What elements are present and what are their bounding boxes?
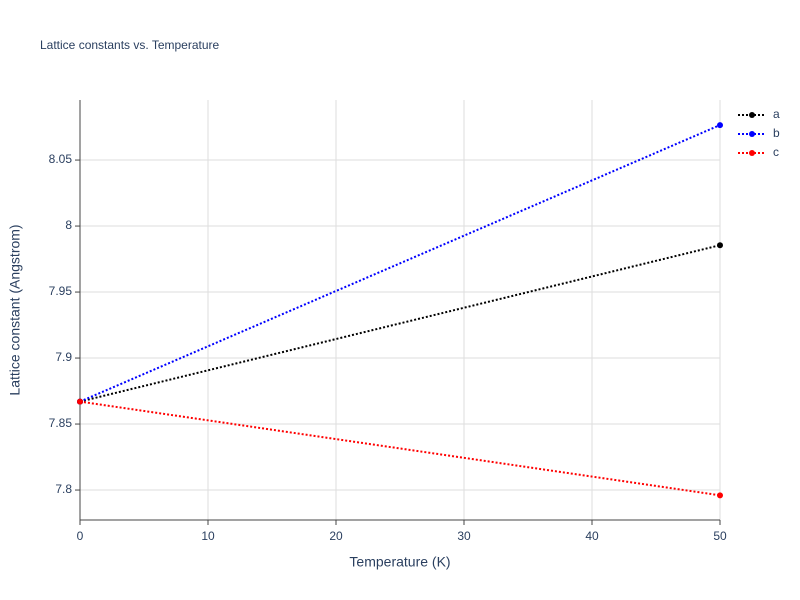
legend-marker — [749, 150, 755, 156]
x-tick-label: 0 — [77, 529, 84, 543]
y-tick-label: 8 — [65, 218, 72, 232]
legend-marker — [749, 112, 755, 118]
x-tick-label: 50 — [713, 529, 727, 543]
x-tick-label: 20 — [329, 529, 343, 543]
x-tick-label: 40 — [585, 529, 599, 543]
series-line — [79, 244, 721, 403]
marker — [717, 122, 723, 129]
legend-label: a — [773, 107, 780, 121]
marker — [717, 242, 723, 249]
marker — [717, 492, 723, 499]
y-tick-label: 7.95 — [49, 284, 73, 298]
x-axis-title: Temperature (K) — [349, 554, 450, 570]
series-line — [79, 124, 721, 403]
legend-label: b — [773, 126, 780, 140]
marker — [77, 398, 83, 405]
x-tick-label: 10 — [201, 529, 215, 543]
y-axis-title: Lattice constant (Angstrom) — [7, 224, 23, 395]
y-tick-label: 7.9 — [55, 350, 72, 364]
x-tick-label: 30 — [457, 529, 471, 543]
legend-marker — [749, 131, 755, 137]
legend-label: c — [773, 145, 779, 159]
chart-title: Lattice constants vs. Temperature — [40, 38, 220, 52]
y-tick-label: 7.8 — [55, 482, 72, 496]
series-line — [79, 400, 721, 497]
y-tick-label: 8.05 — [49, 152, 73, 166]
y-tick-label: 7.85 — [49, 416, 73, 430]
